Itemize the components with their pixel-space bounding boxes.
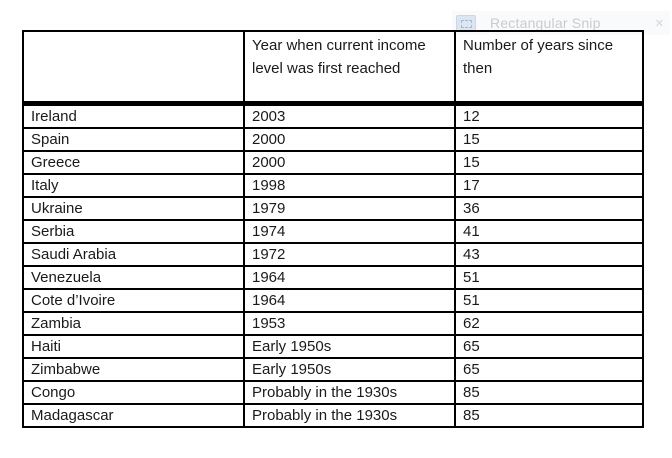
year-cell: 2000 bbox=[243, 150, 456, 175]
year-cell: Early 1950s bbox=[243, 357, 456, 382]
country-cell: Cote d’Ivoire bbox=[22, 288, 245, 313]
table-row: Italy 1998 17 bbox=[22, 173, 644, 198]
year-cell: Probably in the 1930s bbox=[243, 403, 456, 428]
year-cell: 1998 bbox=[243, 173, 456, 198]
table-row: Congo Probably in the 1930s 85 bbox=[22, 380, 644, 405]
table-row: Ukraine 1979 36 bbox=[22, 196, 644, 221]
country-cell: Spain bbox=[22, 127, 245, 152]
years-since-cell: 65 bbox=[454, 334, 644, 359]
country-cell: Madagascar bbox=[22, 403, 245, 428]
years-since-cell: 85 bbox=[454, 403, 644, 428]
years-since-cell: 51 bbox=[454, 288, 644, 313]
years-since-cell: 12 bbox=[454, 102, 644, 129]
years-since-cell: 15 bbox=[454, 127, 644, 152]
years-since-cell: 17 bbox=[454, 173, 644, 198]
income-level-table: Year when current income level was first… bbox=[22, 30, 644, 428]
country-cell: Ukraine bbox=[22, 196, 245, 221]
years-since-cell: 15 bbox=[454, 150, 644, 175]
table-row: Ireland 2003 12 bbox=[22, 102, 644, 129]
table-row: Spain 2000 15 bbox=[22, 127, 644, 152]
header-years-since: Number of years since then bbox=[454, 30, 644, 106]
table-row: Cote d’Ivoire 1964 51 bbox=[22, 288, 644, 313]
years-since-cell: 85 bbox=[454, 380, 644, 405]
years-since-cell: 65 bbox=[454, 357, 644, 382]
year-cell: Probably in the 1930s bbox=[243, 380, 456, 405]
table-row: Madagascar Probably in the 1930s 85 bbox=[22, 403, 644, 428]
table-row: Venezuela 1964 51 bbox=[22, 265, 644, 290]
country-cell: Venezuela bbox=[22, 265, 245, 290]
year-cell: 2000 bbox=[243, 127, 456, 152]
years-since-cell: 36 bbox=[454, 196, 644, 221]
close-icon: ✕ bbox=[654, 17, 664, 30]
country-cell: Serbia bbox=[22, 219, 245, 244]
years-since-cell: 41 bbox=[454, 219, 644, 244]
rectangular-snip-icon bbox=[456, 14, 476, 32]
country-cell: Zimbabwe bbox=[22, 357, 245, 382]
country-cell: Congo bbox=[22, 380, 245, 405]
table-row: Greece 2000 15 bbox=[22, 150, 644, 175]
header-year-reached: Year when current income level was first… bbox=[243, 30, 456, 106]
table-row: Serbia 1974 41 bbox=[22, 219, 644, 244]
country-cell: Italy bbox=[22, 173, 245, 198]
country-cell: Saudi Arabia bbox=[22, 242, 245, 267]
header-row: Year when current income level was first… bbox=[22, 30, 644, 106]
table-row: Saudi Arabia 1972 43 bbox=[22, 242, 644, 267]
year-cell: 1953 bbox=[243, 311, 456, 336]
years-since-cell: 43 bbox=[454, 242, 644, 267]
country-cell: Haiti bbox=[22, 334, 245, 359]
table-row: Haiti Early 1950s 65 bbox=[22, 334, 644, 359]
country-cell: Zambia bbox=[22, 311, 245, 336]
years-since-cell: 51 bbox=[454, 265, 644, 290]
table-body: Ireland 2003 12 Spain 2000 15 Greece 200… bbox=[22, 102, 644, 428]
years-since-cell: 62 bbox=[454, 311, 644, 336]
snip-mode-label: Rectangular Snip bbox=[490, 15, 601, 31]
table-row: Zimbabwe Early 1950s 65 bbox=[22, 357, 644, 382]
year-cell: 1964 bbox=[243, 288, 456, 313]
year-cell: 1979 bbox=[243, 196, 456, 221]
year-cell: 1974 bbox=[243, 219, 456, 244]
country-cell: Ireland bbox=[22, 102, 245, 129]
year-cell: 1972 bbox=[243, 242, 456, 267]
year-cell: Early 1950s bbox=[243, 334, 456, 359]
year-cell: 2003 bbox=[243, 102, 456, 129]
table-row: Zambia 1953 62 bbox=[22, 311, 644, 336]
header-country bbox=[22, 30, 245, 106]
table-header: Year when current income level was first… bbox=[22, 30, 644, 106]
country-cell: Greece bbox=[22, 150, 245, 175]
year-cell: 1964 bbox=[243, 265, 456, 290]
